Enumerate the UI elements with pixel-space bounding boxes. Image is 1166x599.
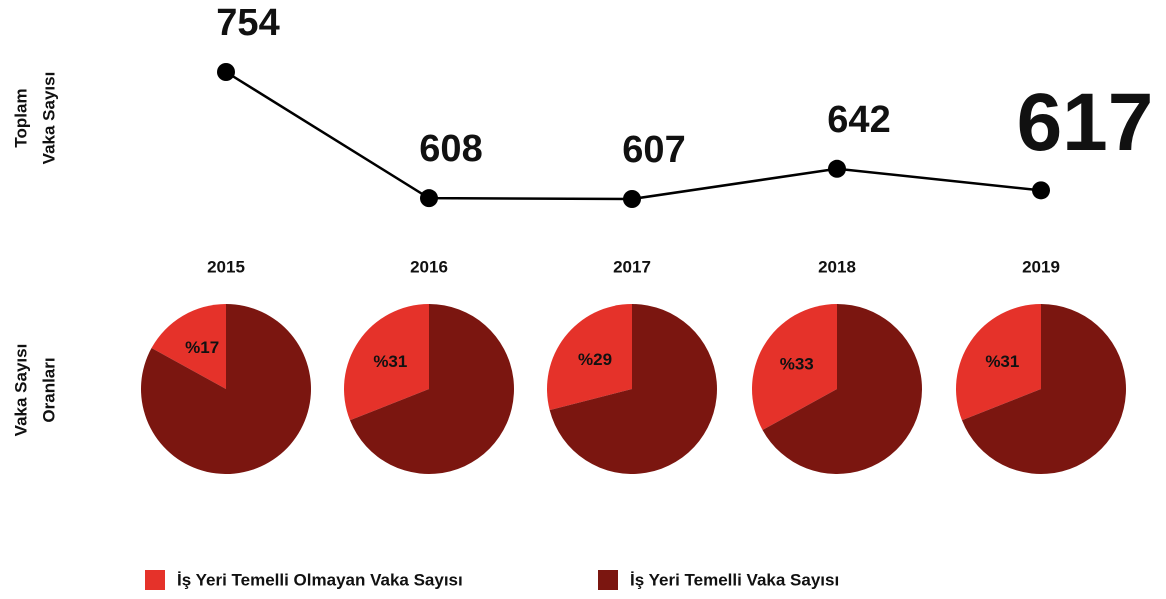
axis-label-line: Vaka Sayısı	[11, 344, 30, 437]
year-label: 2016	[410, 257, 448, 276]
axis-label: Toplam Vaka Sayısı	[11, 72, 58, 165]
pie-slice	[546, 304, 632, 411]
legend-label: İş Yeri Temelli Olmayan Vaka Sayısı	[177, 570, 463, 589]
pie-slice	[549, 304, 718, 475]
axis-label-line: Vaka Sayısı	[39, 72, 58, 165]
axis-label: Vaka Sayısı Oranları	[11, 344, 58, 437]
pie-slice	[762, 304, 922, 475]
year-label: 2017	[613, 257, 651, 276]
axis-label-line: Toplam	[11, 88, 30, 147]
value-label: 607	[622, 129, 685, 171]
point	[420, 189, 438, 208]
pie-slice	[343, 303, 429, 421]
pie-label: %31	[985, 352, 1019, 371]
legend-label: İş Yeri Temelli Vaka Sayısı	[630, 570, 839, 589]
axis-label-line: Oranları	[39, 357, 58, 422]
pie-slice	[961, 304, 1127, 474]
point	[623, 190, 641, 208]
pie-slice	[956, 304, 1041, 421]
value-label: 617	[1017, 77, 1154, 168]
point	[1032, 181, 1050, 200]
legend-swatch	[145, 570, 165, 590]
pie-slice	[752, 304, 837, 430]
pie-label: %17	[185, 338, 219, 357]
point	[828, 159, 846, 178]
value-label: 608	[419, 128, 482, 170]
pie-label: %31	[373, 352, 407, 371]
pie-slice	[141, 304, 311, 474]
point	[217, 63, 235, 81]
legend-swatch	[598, 570, 618, 590]
year-label: 2019	[1022, 257, 1060, 276]
pie-label: %33	[780, 355, 814, 374]
year-label: 2018	[818, 257, 856, 276]
pie-label: %29	[578, 350, 612, 369]
pie-slice	[151, 304, 226, 389]
year-label: 2015	[207, 257, 245, 276]
pie-slice	[349, 304, 514, 474]
value-label: 642	[827, 99, 890, 141]
value-label: 754	[216, 2, 279, 44]
